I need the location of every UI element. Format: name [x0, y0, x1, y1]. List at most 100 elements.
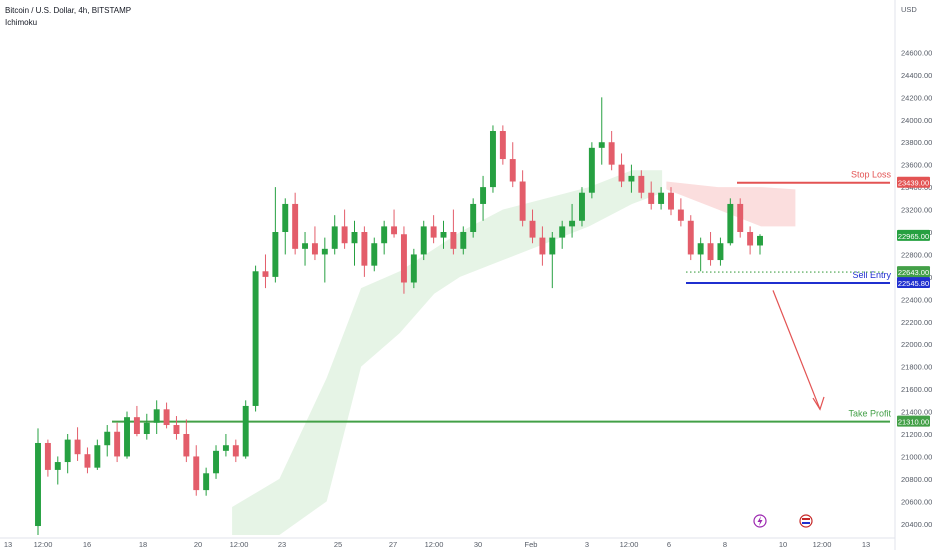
candle-body — [687, 220, 694, 255]
level-label: Sell Entry — [852, 270, 891, 280]
indicator-label: Ichimoku — [5, 18, 38, 27]
candle — [470, 198, 477, 238]
x-tick-label: 30 — [474, 540, 482, 549]
candle — [707, 232, 714, 266]
y-tick-label: 20400.00 — [901, 520, 932, 529]
candle — [153, 400, 160, 434]
candle — [361, 226, 368, 277]
candle-body — [371, 243, 378, 266]
candle-body — [124, 417, 130, 457]
candle-body — [242, 405, 249, 457]
chart-title: Bitcoin / U.S. Dollar, 4h, BITSTAMP — [5, 6, 132, 15]
x-tick-label: 10 — [779, 540, 787, 549]
y-tick-label: 22200.00 — [901, 318, 932, 327]
candle-body — [608, 142, 615, 165]
candle-body — [361, 232, 368, 266]
candle — [737, 198, 744, 238]
candle — [44, 439, 51, 477]
candle — [351, 220, 358, 266]
candle — [608, 131, 615, 171]
candle — [242, 400, 249, 459]
x-tick-label: 12:00 — [425, 540, 444, 549]
candle-body — [213, 450, 219, 474]
price-tag — [897, 276, 930, 288]
y-tick-label: 22000.00 — [901, 340, 932, 349]
candle — [183, 419, 190, 463]
candle — [163, 402, 170, 429]
candle-body — [391, 226, 398, 235]
candle-body — [509, 159, 516, 182]
candle-body — [420, 226, 427, 255]
candle-body — [460, 232, 467, 249]
candle — [54, 456, 61, 485]
candle-body — [104, 431, 111, 446]
y-tick-label: 22800.00 — [901, 250, 932, 259]
candle-body — [400, 234, 407, 283]
price-tag-text: 22545.80 — [898, 279, 929, 288]
candle-body — [35, 442, 41, 527]
candle — [569, 203, 576, 238]
candle — [440, 220, 447, 249]
x-tick-label: 6 — [667, 540, 671, 549]
candle-body — [351, 232, 358, 244]
price-tag — [897, 176, 930, 188]
candle-body — [588, 147, 595, 193]
candle — [677, 198, 684, 227]
flag-stripe — [802, 518, 810, 520]
candle — [203, 467, 210, 496]
y-tick-label: 21000.00 — [901, 452, 932, 461]
candle-body — [54, 462, 61, 470]
candle — [658, 187, 665, 210]
candle — [143, 413, 150, 440]
x-tick-label: 12:00 — [230, 540, 249, 549]
candle — [638, 170, 645, 199]
candle-body — [232, 445, 239, 457]
candle — [579, 187, 585, 227]
current-price-text: 22965.00 — [898, 232, 929, 241]
candles — [35, 97, 763, 535]
candle-body — [341, 226, 348, 244]
candle — [697, 237, 704, 272]
x-tick-label: 18 — [139, 540, 147, 549]
candle-body — [252, 271, 259, 406]
trade-levels: Stop Loss Sell Entry Take Profit — [112, 170, 891, 423]
candle — [559, 220, 566, 249]
candle — [213, 445, 219, 479]
candle — [727, 198, 734, 246]
candle — [460, 226, 467, 255]
candle-body — [203, 473, 210, 491]
x-tick-label: 13 — [4, 540, 12, 549]
candle-body — [183, 434, 190, 457]
ichimoku-cloud — [232, 170, 796, 535]
y-tick-label: 21400.00 — [901, 408, 932, 417]
candle — [747, 226, 754, 255]
y-tick-label: 21200.00 — [901, 430, 932, 439]
y-tick-label: 23200.00 — [901, 206, 932, 215]
candle — [648, 181, 655, 210]
y-tick-label: 21600.00 — [901, 385, 932, 394]
current-price-tag — [897, 229, 930, 241]
candle-body — [618, 164, 625, 182]
x-tick-label: 12:00 — [813, 540, 832, 549]
candle-body — [677, 209, 684, 221]
candle — [341, 209, 348, 249]
candle — [509, 142, 516, 188]
candle-body — [44, 442, 51, 470]
y-tick-label: 22400.00 — [901, 295, 932, 304]
candle — [450, 209, 457, 255]
candle — [371, 237, 378, 272]
candle — [717, 237, 724, 266]
y-tick-label: 21800.00 — [901, 363, 932, 372]
candle — [302, 232, 309, 266]
candle — [331, 215, 338, 255]
candle-body — [470, 203, 477, 232]
candle — [420, 220, 427, 261]
candle-body — [737, 203, 744, 232]
flag-stripe — [802, 522, 810, 524]
candle-body — [489, 131, 496, 188]
candle-body — [153, 409, 160, 423]
candle — [618, 153, 625, 188]
y-tick-label: 23800.00 — [901, 138, 932, 147]
candle-body — [628, 175, 635, 182]
